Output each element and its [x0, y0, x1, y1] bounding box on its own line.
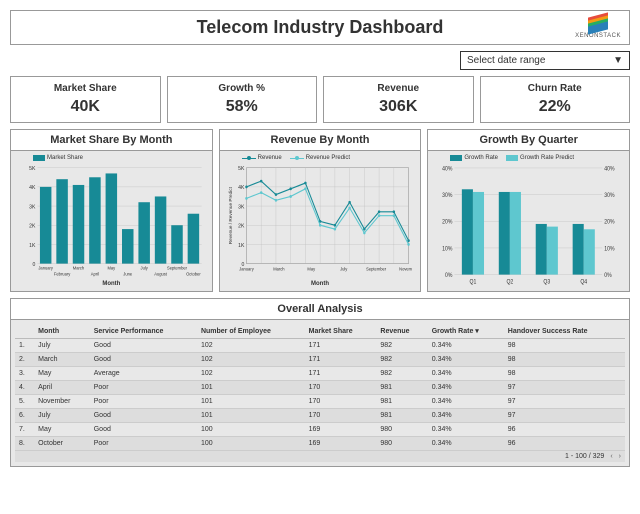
- date-range-placeholder: Select date range: [467, 55, 545, 66]
- svg-text:0%: 0%: [605, 273, 612, 280]
- svg-text:July: July: [141, 265, 149, 270]
- svg-text:3K: 3K: [238, 204, 245, 210]
- kpi-value: 40K: [15, 98, 156, 116]
- kpi-card: Churn Rate 22%: [480, 76, 631, 123]
- table-row[interactable]: 8.OctoberPoor1001699800.34%96: [15, 437, 625, 451]
- table-row[interactable]: 7.MayGood1001699800.34%96: [15, 423, 625, 437]
- svg-text:40%: 40%: [442, 166, 452, 173]
- growth-chart: Growth By Quarter Growth RateGrowth Rate…: [427, 129, 630, 292]
- date-range-select[interactable]: Select date range ▼: [460, 51, 630, 70]
- svg-text:2K: 2K: [238, 223, 245, 229]
- table-header[interactable]: Revenue: [376, 324, 427, 339]
- table-row[interactable]: 4.AprilPoor1011709810.34%97: [15, 381, 625, 395]
- table-pager: 1 - 100 / 329 ‹ ›: [15, 451, 625, 462]
- chevron-down-icon: ▼: [613, 55, 623, 66]
- chart-title: Revenue By Month: [220, 130, 421, 151]
- kpi-card: Growth % 58%: [167, 76, 318, 123]
- kpi-label: Market Share: [15, 83, 156, 94]
- kpi-card: Revenue 306K: [323, 76, 474, 123]
- kpi-label: Growth %: [172, 83, 313, 94]
- date-row: Select date range ▼: [10, 51, 630, 70]
- svg-text:Q2: Q2: [507, 279, 514, 286]
- table-header[interactable]: Number of Employee: [197, 324, 305, 339]
- svg-text:Q3: Q3: [544, 279, 551, 286]
- svg-text:February: February: [54, 271, 71, 276]
- svg-text:10%: 10%: [605, 246, 615, 253]
- analysis-title: Overall Analysis: [11, 299, 629, 320]
- svg-text:Q4: Q4: [581, 279, 588, 286]
- table-header[interactable]: Month: [34, 324, 90, 339]
- svg-text:August: August: [154, 271, 167, 276]
- svg-text:40%: 40%: [605, 166, 615, 173]
- market-share-chart: Market Share By Month Market Share 01K2K…: [10, 129, 213, 292]
- svg-text:September: September: [167, 265, 188, 270]
- table-header[interactable]: Service Performance: [90, 324, 197, 339]
- svg-text:July: July: [340, 266, 348, 271]
- svg-text:10%: 10%: [442, 246, 452, 253]
- pager-range: 1 - 100 / 329: [565, 453, 604, 460]
- chart-row: Market Share By Month Market Share 01K2K…: [10, 129, 630, 292]
- svg-text:20%: 20%: [442, 219, 452, 226]
- kpi-row: Market Share 40K Growth % 58% Revenue 306K Chu…: [10, 76, 630, 123]
- pager-prev-icon[interactable]: ‹: [610, 453, 612, 460]
- svg-text:20%: 20%: [605, 219, 615, 226]
- chart-title: Growth By Quarter: [428, 130, 629, 151]
- table-row[interactable]: 5.NovemberPoor1011709810.34%97: [15, 395, 625, 409]
- svg-text:May: May: [107, 265, 115, 270]
- svg-text:0: 0: [33, 262, 36, 268]
- kpi-value: 22%: [485, 98, 626, 116]
- svg-text:5K: 5K: [29, 166, 36, 172]
- brand-name: XENONSTACK: [575, 33, 621, 39]
- svg-text:March: March: [73, 265, 85, 270]
- dashboard-header: Telecom Industry Dashboard XENONSTACK: [10, 10, 630, 45]
- svg-text:30%: 30%: [605, 193, 615, 200]
- analysis-table: MonthService PerformanceNumber of Employ…: [15, 324, 625, 451]
- svg-text:April: April: [91, 271, 99, 276]
- kpi-value: 58%: [172, 98, 313, 116]
- kpi-label: Churn Rate: [485, 83, 626, 94]
- pager-next-icon[interactable]: ›: [619, 453, 621, 460]
- table-row[interactable]: 1.JulyGood1021719820.34%98: [15, 339, 625, 353]
- svg-text:Revenue / Revenue Predict: Revenue / Revenue Predict: [228, 186, 233, 244]
- kpi-card: Market Share 40K: [10, 76, 161, 123]
- svg-text:June: June: [123, 271, 132, 276]
- svg-text:30%: 30%: [442, 193, 452, 200]
- chart-title: Market Share By Month: [11, 130, 212, 151]
- table-header[interactable]: Handover Success Rate: [504, 324, 625, 339]
- kpi-value: 306K: [328, 98, 469, 116]
- overall-analysis: Overall Analysis MonthService Performanc…: [10, 298, 630, 467]
- brand-logo: XENONSTACK: [575, 15, 621, 39]
- svg-text:0%: 0%: [445, 273, 452, 280]
- revenue-chart: Revenue By Month RevenueRevenue Predict …: [219, 129, 422, 292]
- svg-text:1K: 1K: [29, 243, 36, 249]
- page-title: Telecom Industry Dashboard: [197, 17, 444, 38]
- svg-text:1K: 1K: [238, 243, 245, 249]
- table-row[interactable]: 3.MayAverage1021719820.34%98: [15, 367, 625, 381]
- svg-text:4K: 4K: [238, 185, 245, 191]
- table-header[interactable]: Growth Rate ▾: [428, 324, 504, 339]
- table-row[interactable]: 2.MarchGood1021719820.34%98: [15, 353, 625, 367]
- table-row[interactable]: 6.JulyGood1011709810.34%97: [15, 409, 625, 423]
- kpi-label: Revenue: [328, 83, 469, 94]
- svg-text:4K: 4K: [29, 185, 36, 191]
- svg-text:March: March: [273, 266, 285, 271]
- svg-text:3K: 3K: [29, 204, 36, 210]
- svg-text:November: November: [399, 266, 413, 271]
- svg-text:May: May: [307, 266, 315, 271]
- svg-text:September: September: [366, 266, 387, 271]
- svg-text:October: October: [186, 271, 201, 276]
- svg-text:2K: 2K: [29, 223, 36, 229]
- svg-text:Q1: Q1: [470, 279, 477, 286]
- svg-text:January: January: [38, 265, 53, 270]
- table-header[interactable]: [15, 324, 34, 339]
- svg-text:January: January: [239, 266, 254, 271]
- svg-text:5K: 5K: [238, 166, 245, 172]
- table-header[interactable]: Market Share: [305, 324, 377, 339]
